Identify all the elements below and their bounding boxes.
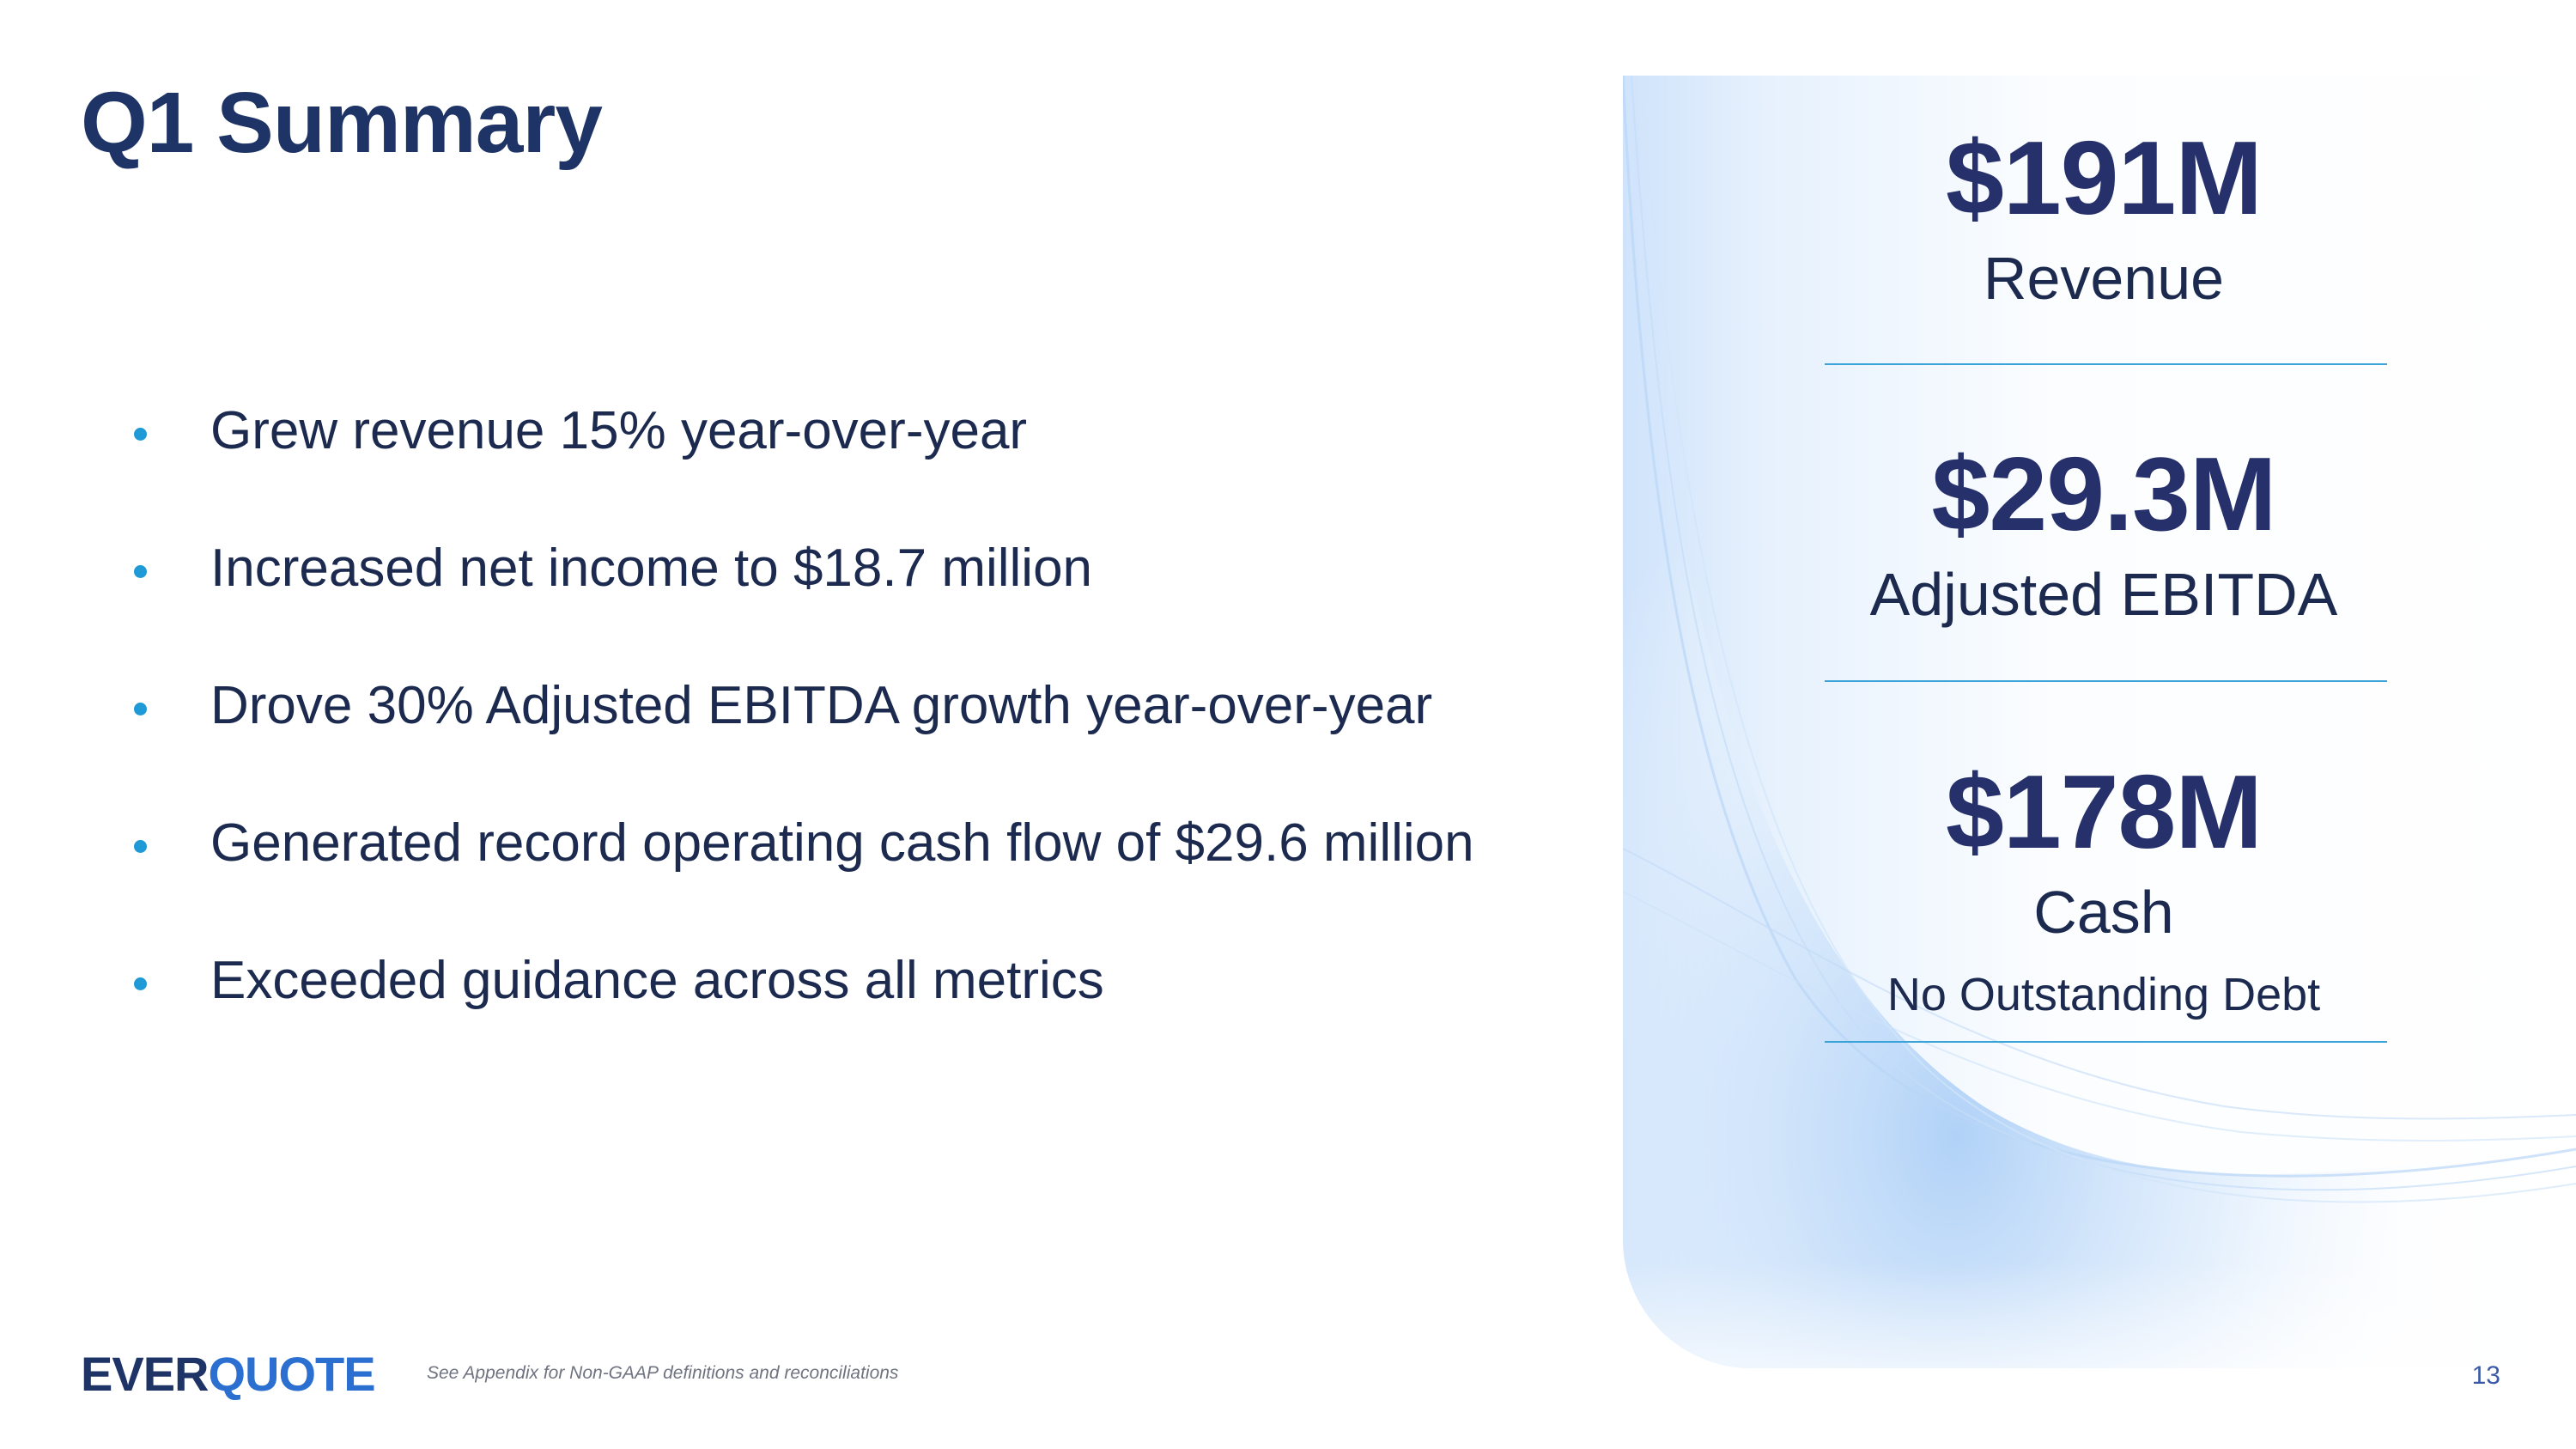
metric-cash: $178M Cash No Outstanding Debt [1820, 754, 2387, 1023]
bullet-text: Generated record operating cash flow of … [210, 813, 1474, 873]
bullet-text: Exceeded guidance across all metrics [210, 951, 1104, 1010]
bullet-item: Exceeded guidance across all metrics [129, 915, 1623, 1052]
metric-value: $178M [1945, 753, 2263, 870]
bullet-item: Drove 30% Adjusted EBITDA growth year-ov… [129, 640, 1623, 777]
bullet-dot-icon [134, 840, 147, 853]
bullet-dot-icon [134, 977, 147, 990]
page-number: 13 [2471, 1361, 2500, 1390]
bullet-text: Drove 30% Adjusted EBITDA growth year-ov… [210, 676, 1433, 735]
metric-label: Cash [2033, 879, 2174, 947]
metric-divider [1825, 680, 2387, 682]
bullet-text: Increased net income to $18.7 million [210, 539, 1093, 598]
logo-part-quote: QUOTE [208, 1347, 376, 1401]
bullet-dot-icon [134, 428, 147, 441]
metric-sublabel: No Outstanding Debt [1886, 969, 2321, 1021]
bullet-item: Generated record operating cash flow of … [129, 777, 1623, 915]
everquote-logo: EVERQUOTE [81, 1347, 376, 1401]
logo-part-ever: EVER [81, 1347, 209, 1401]
slide-title: Q1 Summary [81, 75, 603, 171]
bullet-item: Increased net income to $18.7 million [129, 502, 1623, 640]
metric-adjusted-ebitda: $29.3M Adjusted EBITDA [1820, 436, 2387, 630]
bullet-dot-icon [134, 565, 147, 578]
bullet-text: Grew revenue 15% year-over-year [210, 401, 1028, 460]
metric-value: $29.3M [1931, 435, 2277, 552]
metrics-panel-background [1623, 76, 2576, 1368]
metric-value: $191M [1945, 119, 2263, 236]
metric-divider [1825, 1041, 2387, 1043]
metric-label: Revenue [1983, 245, 2225, 313]
metric-revenue: $191M Revenue [1820, 120, 2387, 314]
metric-divider [1825, 363, 2387, 365]
bullet-list: Grew revenue 15% year-over-year Increase… [129, 365, 1623, 1052]
bullet-item: Grew revenue 15% year-over-year [129, 365, 1623, 502]
metric-label: Adjusted EBITDA [1869, 561, 2338, 629]
footnote: See Appendix for Non-GAAP definitions an… [427, 1363, 899, 1383]
wave-background-graphic [1623, 76, 2576, 1368]
bullet-dot-icon [134, 703, 147, 715]
